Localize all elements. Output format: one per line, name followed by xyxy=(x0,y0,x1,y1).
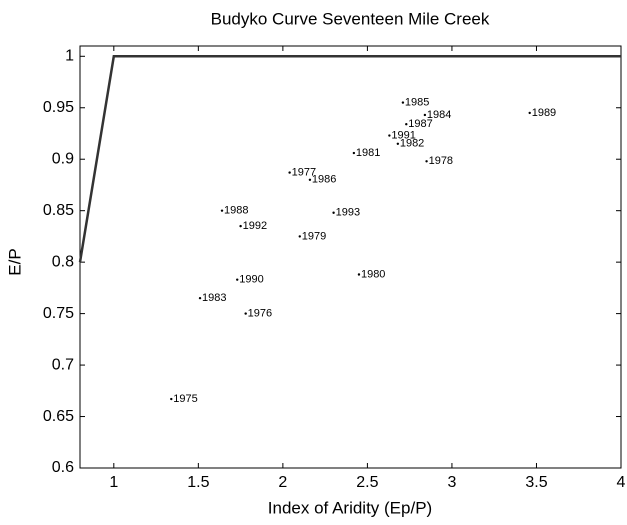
point xyxy=(396,142,400,145)
point xyxy=(170,397,173,401)
point-label: 1991 xyxy=(391,129,415,141)
point xyxy=(401,101,405,104)
point-label: 1975 xyxy=(173,393,197,405)
point xyxy=(352,151,356,155)
point xyxy=(298,235,301,238)
y-tick-label: 0.75 xyxy=(43,305,74,322)
point-label: 1981 xyxy=(356,147,380,159)
point-label: 1978 xyxy=(429,155,453,167)
point-label: 1982 xyxy=(400,138,424,150)
y-tick-label: 0.9 xyxy=(52,150,74,167)
x-tick-label: 2.5 xyxy=(356,474,378,491)
point-label: 1987 xyxy=(408,118,432,130)
y-tick-label: 0.8 xyxy=(52,253,74,270)
point xyxy=(244,312,247,315)
point-label: 1976 xyxy=(248,308,272,320)
x-tick-label: 2 xyxy=(278,474,287,491)
point xyxy=(288,171,291,174)
point-label: 1979 xyxy=(302,230,326,242)
point-label: 1984 xyxy=(427,109,451,121)
point xyxy=(239,224,242,228)
y-tick-label: 0.95 xyxy=(43,99,74,116)
y-axis-label: E/P xyxy=(5,248,24,275)
y-tick-label: 0.7 xyxy=(52,356,74,373)
y-tick-label: 1 xyxy=(65,48,74,65)
y-tick-label: 0.85 xyxy=(43,202,74,219)
point xyxy=(528,111,531,115)
point-label: 1977 xyxy=(292,167,316,179)
point xyxy=(332,211,335,214)
point xyxy=(423,113,427,117)
point-label: 1988 xyxy=(224,205,248,217)
x-tick-label: 1.5 xyxy=(187,474,209,491)
point-label: 1980 xyxy=(361,268,385,280)
point xyxy=(220,209,224,212)
point-label: 1989 xyxy=(532,107,556,119)
chart-title: Budyko Curve Seventeen Mile Creek xyxy=(211,9,490,28)
x-tick-label: 4 xyxy=(617,474,626,491)
x-tick-label: 1 xyxy=(109,474,118,491)
point xyxy=(308,178,312,182)
point-label: 1983 xyxy=(202,292,226,304)
point-label: 1993 xyxy=(336,207,360,219)
x-tick-label: 3.5 xyxy=(525,474,547,491)
point-label: 1990 xyxy=(239,274,263,286)
y-tick-label: 0.6 xyxy=(52,459,74,476)
point-label: 1985 xyxy=(405,97,429,109)
x-tick-label: 3 xyxy=(447,474,456,491)
point xyxy=(388,134,391,137)
point xyxy=(198,296,202,300)
x-axis-label: Index of Aridity (Ep/P) xyxy=(268,498,432,517)
point xyxy=(405,123,408,126)
point xyxy=(357,273,361,276)
point xyxy=(236,278,239,281)
budyko-curve xyxy=(78,55,621,263)
point xyxy=(425,160,428,163)
point-label: 1986 xyxy=(312,174,336,186)
y-tick-label: 0.65 xyxy=(43,408,74,425)
point-label: 1992 xyxy=(243,220,267,232)
